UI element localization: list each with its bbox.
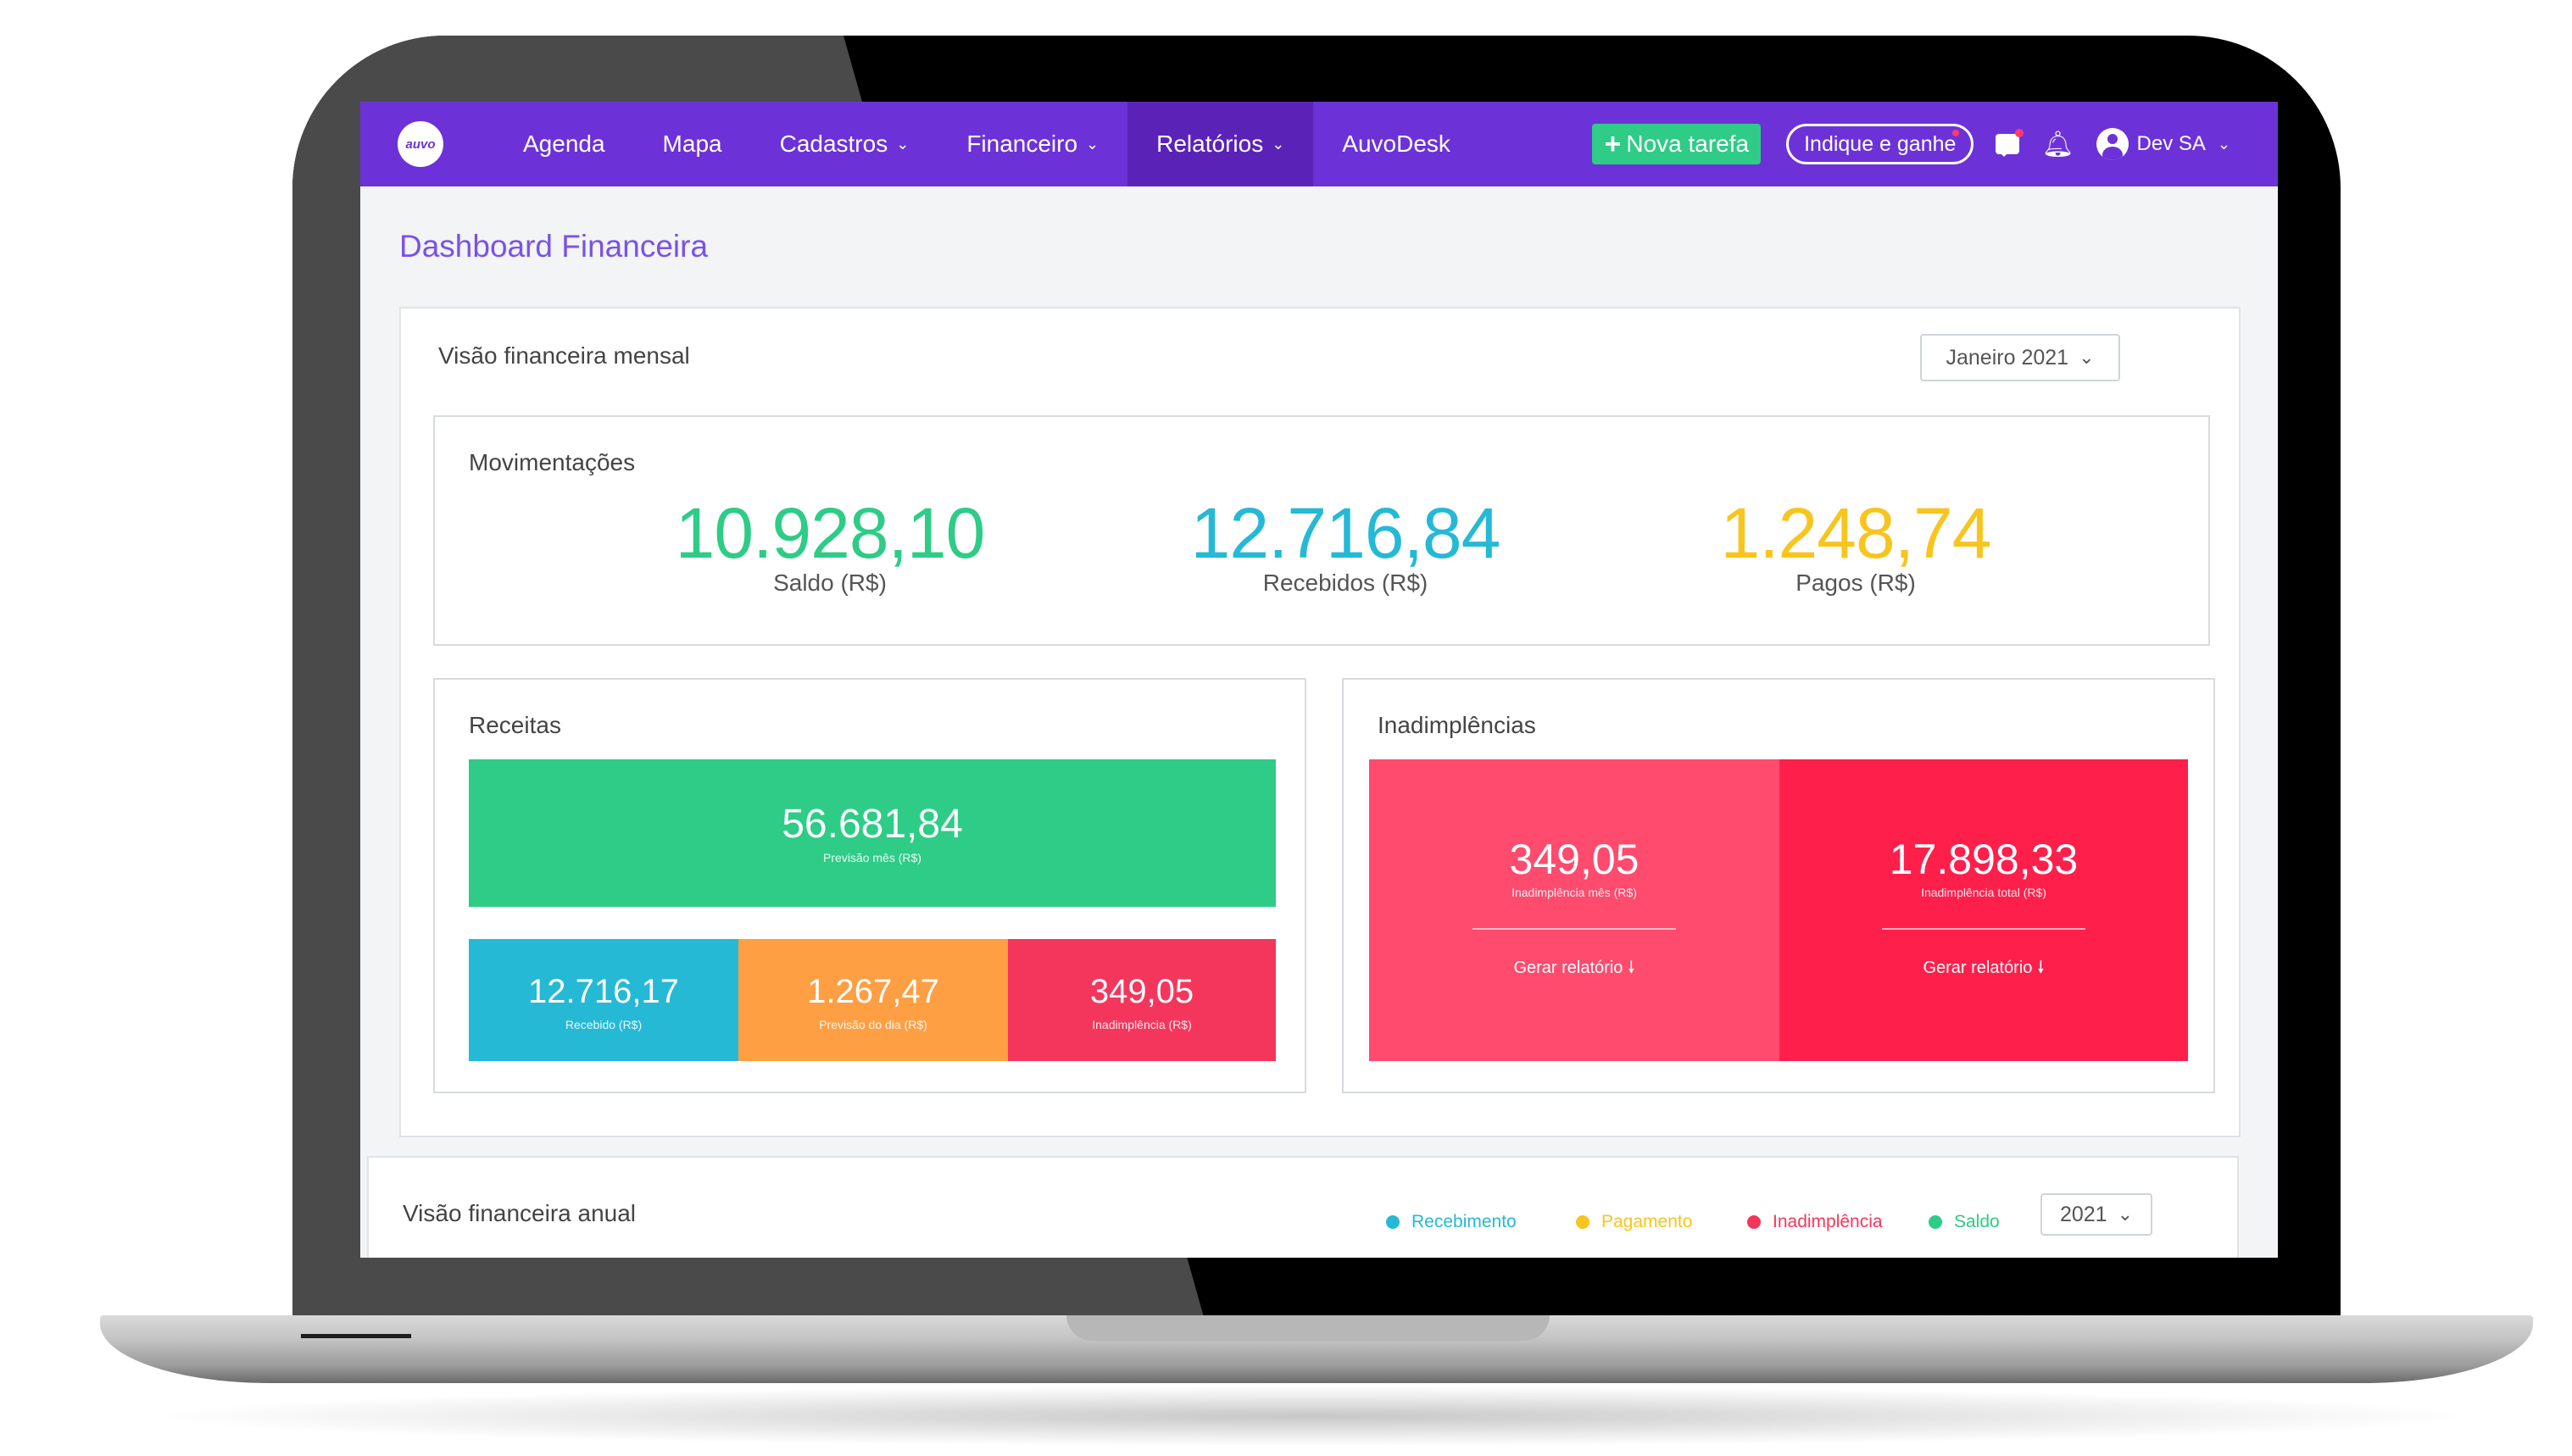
year-select[interactable]: 2021 ⌄ [2040, 1193, 2152, 1236]
chevron-down-icon: ⌄ [896, 135, 910, 153]
nav-auvodesk[interactable]: AuvoDesk [1313, 102, 1479, 186]
nav-right-group: + Nova tarefa Indique e ganhe 🔔︎ Dev SA … [1592, 124, 2278, 164]
legend-dot [1386, 1215, 1400, 1229]
forecast-month-value: 56.681,84 [782, 802, 963, 847]
defaults-box: Inadimplências 349,05 Inadimplência mês … [1342, 678, 2215, 1093]
legend-payment-label: Pagamento [1601, 1212, 1693, 1231]
default-total-tile: 17.898,33 Inadimplência total (R$) Gerar… [1779, 759, 2188, 1061]
nav-financeiro[interactable]: Financeiro ⌄ [938, 102, 1127, 186]
divider [1472, 928, 1676, 930]
monthly-financial-card: Visão financeira mensal Janeiro 2021 ⌄ M… [399, 307, 2241, 1137]
movements-title: Movimentações [469, 449, 636, 475]
forecast-day-value: 1.267,47 [807, 973, 939, 1010]
default-month-tile: 349,05 Inadimplência mês (R$) Gerar rela… [1369, 759, 1779, 1061]
forecast-day-label: Previsão do dia (R$) [819, 1018, 927, 1031]
month-select[interactable]: Janeiro 2021 ⌄ [1920, 334, 2120, 381]
page-title: Dashboard Financeira [399, 229, 709, 264]
annual-card-title: Visão financeira anual [403, 1200, 637, 1226]
nav-cadastros-label: Cadastros [779, 131, 888, 157]
paid-label: Pagos (R$) [1795, 570, 1916, 596]
nav-mapa[interactable]: Mapa [634, 102, 751, 186]
default-tile-label: Inadimplência (R$) [1092, 1018, 1192, 1031]
chevron-down-icon: ⌄ [2117, 1203, 2134, 1225]
legend-payment[interactable]: Pagamento [1576, 1212, 1692, 1232]
paid-value: 1.248,74 [1720, 493, 1992, 573]
user-menu[interactable]: Dev SA ⌄ [2096, 128, 2230, 160]
default-tile: 349,05 Inadimplência (R$) [1008, 939, 1276, 1061]
nav-mapa-label: Mapa [662, 131, 722, 157]
paid-stat: 1.248,74 Pagos (R$) [1644, 495, 2068, 597]
received-tile-label: Recebido (R$) [565, 1018, 643, 1031]
nav-relatorios[interactable]: Relatórios ⌄ [1127, 102, 1314, 186]
chat-badge [2015, 129, 2024, 137]
received-tile: 12.716,17 Recebido (R$) [469, 939, 738, 1061]
generate-report-total-link[interactable]: Gerar relatório 🠗 [1923, 959, 2045, 977]
balance-label: Saldo (R$) [773, 570, 887, 596]
forecast-day-tile: 1.267,47 Previsão do dia (R$) [738, 939, 1008, 1061]
monthly-card-title: Visão financeira mensal [438, 342, 690, 369]
legend-dot [1929, 1215, 1942, 1229]
laptop-mark [301, 1334, 411, 1338]
chevron-down-icon: ⌄ [1272, 135, 1285, 153]
nav-relatorios-label: Relatórios [1156, 131, 1264, 157]
balance-value: 10.928,10 [675, 493, 986, 573]
chevron-down-icon: ⌄ [2079, 347, 2095, 368]
referral-label: Indique e ganhe [1804, 131, 1957, 156]
received-value: 12.716,84 [1190, 493, 1501, 573]
nav-agenda-label: Agenda [523, 131, 605, 157]
legend-default-label: Inadimplência [1773, 1212, 1883, 1231]
forecast-month-label: Previsão mês (R$) [823, 851, 921, 864]
received-label: Recebidos (R$) [1262, 570, 1428, 596]
chat-icon[interactable] [1996, 129, 2024, 157]
legend-receipt[interactable]: Recebimento [1386, 1212, 1517, 1232]
nav-cadastros[interactable]: Cadastros ⌄ [751, 102, 938, 186]
app-screen: auvo Agenda Mapa Cadastros ⌄ Financeiro … [360, 102, 2278, 1258]
notification-dot [1952, 130, 1960, 136]
new-task-button[interactable]: + Nova tarefa [1592, 124, 1762, 164]
default-month-value: 349,05 [1509, 836, 1640, 883]
balance-stat: 10.928,10 Saldo (R$) [618, 495, 1042, 597]
legend-dot [1576, 1215, 1589, 1229]
legend-default[interactable]: Inadimplência [1747, 1212, 1883, 1232]
default-total-value: 17.898,33 [1889, 836, 2079, 883]
top-navbar: auvo Agenda Mapa Cadastros ⌄ Financeiro … [360, 102, 2278, 186]
nav-auvodesk-label: AuvoDesk [1342, 131, 1450, 157]
referral-button[interactable]: Indique e ganhe [1786, 124, 1974, 164]
auvo-logo[interactable]: auvo [398, 121, 443, 167]
received-tile-value: 12.716,17 [528, 973, 679, 1010]
year-select-value: 2021 [2059, 1202, 2107, 1226]
generate-report-month-link[interactable]: Gerar relatório 🠗 [1513, 959, 1635, 977]
bell-icon[interactable]: 🔔︎ [2041, 130, 2074, 158]
forecast-month-tile: 56.681,84 Previsão mês (R$) [469, 759, 1276, 907]
chevron-down-icon: ⌄ [2217, 135, 2230, 153]
plus-icon: + [1604, 127, 1622, 160]
default-total-label: Inadimplência total (R$) [1921, 886, 2046, 899]
nav-financeiro-label: Financeiro [966, 131, 1078, 157]
annual-financial-card: Visão financeira anual Recebimento Pagam… [367, 1156, 2239, 1258]
legend-dot [1747, 1215, 1761, 1229]
month-select-value: Janeiro 2021 [1946, 345, 2069, 370]
divider [1882, 928, 2085, 930]
nav-agenda[interactable]: Agenda [494, 102, 634, 186]
new-task-label: Nova tarefa [1626, 131, 1750, 157]
laptop-shadow [170, 1387, 2458, 1446]
received-stat: 12.716,84 Recebidos (R$) [1133, 495, 1557, 597]
legend-balance[interactable]: Saldo [1929, 1212, 2000, 1232]
revenue-title: Receitas [469, 712, 561, 738]
laptop-notch [1066, 1315, 1550, 1341]
user-name: Dev SA [2136, 132, 2206, 155]
defaults-title: Inadimplências [1378, 712, 1536, 738]
default-tile-value: 349,05 [1089, 973, 1194, 1010]
legend-balance-label: Saldo [1954, 1212, 2000, 1231]
legend-receipt-label: Recebimento [1411, 1212, 1517, 1231]
user-avatar-icon [2096, 128, 2129, 160]
chevron-down-icon: ⌄ [1086, 135, 1100, 153]
default-month-label: Inadimplência mês (R$) [1511, 886, 1637, 899]
revenue-box: Receitas 56.681,84 Previsão mês (R$) 12.… [433, 678, 1306, 1093]
movements-box: Movimentações 10.928,10 Saldo (R$) 12.71… [433, 415, 2210, 646]
